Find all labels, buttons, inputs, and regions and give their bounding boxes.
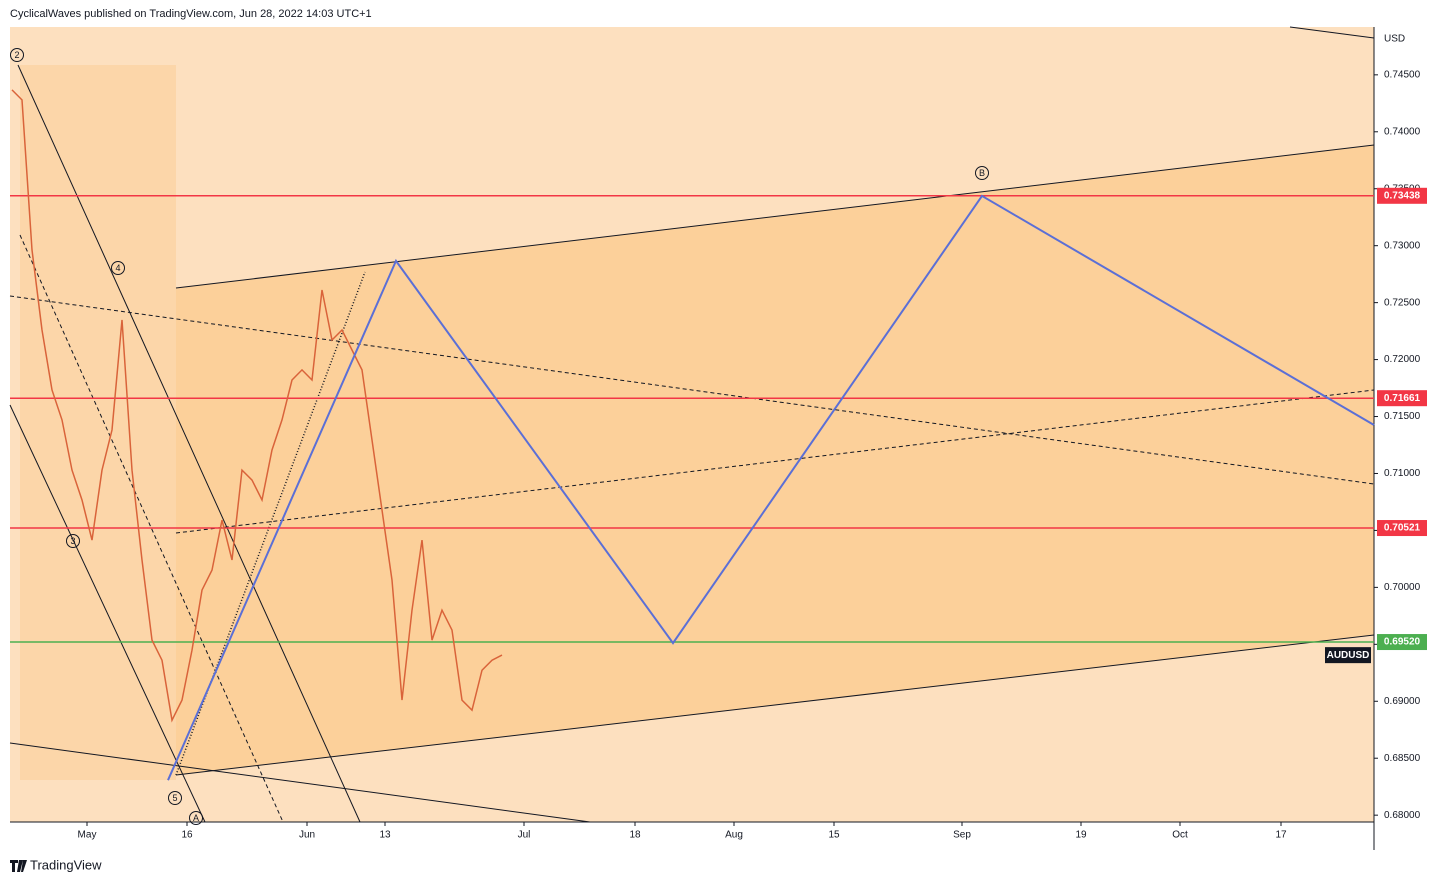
trend-line: [175, 144, 1375, 289]
wave-label: 3: [70, 536, 75, 546]
trend-line: [1289, 26, 1375, 39]
level-tag-label: 0.70521: [1384, 523, 1421, 534]
wave-label: 4: [115, 263, 120, 273]
channel-fill: [176, 145, 1374, 775]
x-tick-label: 16: [181, 830, 193, 841]
dashed-line: [19, 234, 284, 823]
wave-label: B: [979, 168, 985, 178]
y-tick-label: 0.68000: [1384, 810, 1421, 821]
y-tick-label: 0.72000: [1384, 354, 1421, 365]
y-tick-label: 0.70000: [1384, 582, 1421, 593]
trend-line: [9, 742, 591, 823]
projection-line: [167, 194, 1375, 781]
x-tick-label: 19: [1075, 830, 1087, 841]
header: CyclicalWaves published on TradingView.c…: [10, 8, 372, 20]
x-tick-label: Jun: [299, 830, 315, 841]
x-tick-label: Jul: [518, 830, 531, 841]
wave-circle: [111, 261, 125, 275]
dotted-line: [175, 271, 366, 776]
x-tick-label: Sep: [953, 830, 971, 841]
y-tick-label: 0.71500: [1384, 411, 1421, 422]
dashed-line: [175, 389, 1375, 534]
wave-circle: [66, 534, 80, 548]
wave-label: 2: [14, 50, 19, 60]
level-tag-label: 0.69520: [1384, 637, 1421, 648]
currency-label: USD: [1384, 34, 1405, 45]
wave-label: A: [193, 813, 199, 823]
wave-circle: [168, 791, 182, 805]
x-tick-label: Oct: [1172, 830, 1188, 841]
y-tick-label: 0.68500: [1384, 753, 1421, 764]
footer: TradingView: [30, 857, 102, 872]
y-tick-label: 0.74000: [1384, 126, 1421, 137]
dashed-line: [9, 295, 1375, 485]
logo: [10, 860, 27, 872]
trend-line: [9, 404, 206, 823]
trend-line: [175, 634, 1375, 776]
x-tick-label: 18: [629, 830, 641, 841]
y-tick-label: 0.73000: [1384, 240, 1421, 251]
wave-circle: [975, 166, 989, 180]
y-tick-label: 0.72500: [1384, 297, 1421, 308]
x-tick-label: 17: [1275, 830, 1287, 841]
price-line: [11, 89, 503, 723]
y-tick-label: 0.71000: [1384, 468, 1421, 479]
level-tag: [1377, 520, 1427, 537]
trend-line: [17, 64, 361, 823]
x-tick-label: May: [78, 830, 97, 841]
x-tick-label: 15: [828, 830, 840, 841]
level-tag: [1377, 187, 1427, 204]
wave-label: 5: [172, 793, 177, 803]
level-tag: [1377, 390, 1427, 407]
x-tick-label: Aug: [725, 830, 743, 841]
symbol-tag: [1325, 647, 1371, 664]
x-tick-label: 13: [379, 830, 391, 841]
drawings: [9, 26, 1375, 823]
y-tick-label: 0.69000: [1384, 696, 1421, 707]
wave-circle: [10, 48, 24, 62]
level-tag-label: 0.71661: [1384, 393, 1421, 404]
level-tag-label: 0.73438: [1384, 190, 1421, 201]
symbol-label: AUDUSD: [1327, 650, 1370, 661]
level-tag: [1377, 634, 1427, 651]
wave-circle: [189, 811, 203, 825]
y-tick-label: 0.74500: [1384, 69, 1421, 80]
zone-fill: [20, 65, 176, 780]
